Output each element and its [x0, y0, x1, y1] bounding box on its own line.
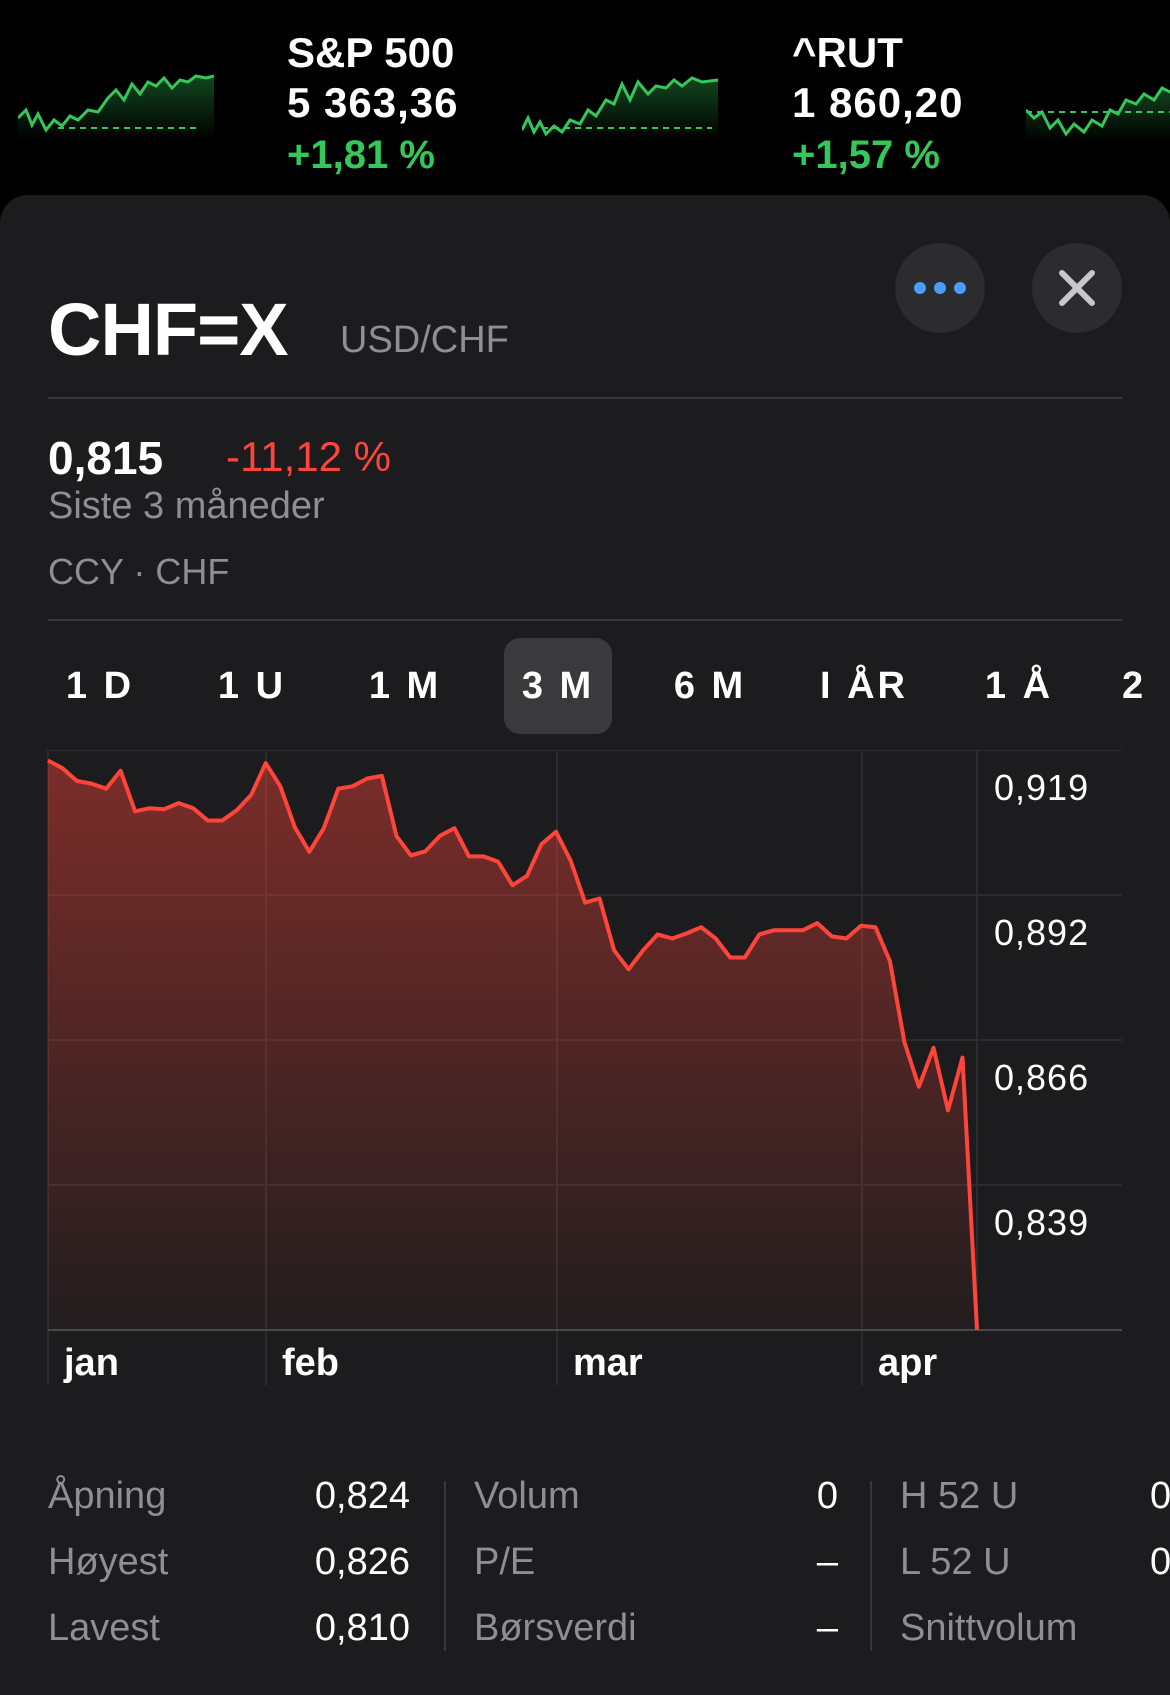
stat-label-market-cap: Børsverdi	[474, 1607, 637, 1649]
price-area-fill	[48, 760, 977, 1330]
price-line	[47, 758, 979, 1331]
stat-label-52w-high: H 52 U	[900, 1475, 1019, 1517]
stock-name-subtitle: USD/CHF	[340, 319, 509, 361]
close-button[interactable]	[1032, 243, 1122, 333]
ticker-sparkline-rut	[1026, 86, 1170, 142]
stat-label-low: Lavest	[48, 1607, 160, 1649]
stats-column-divider	[444, 1481, 446, 1651]
ticker-change: +1,81 %	[287, 133, 435, 177]
stat-value-low: 0,810	[314, 1607, 410, 1649]
period-label: Siste 3 måneder	[48, 485, 325, 527]
stat-label-open: Åpning	[48, 1475, 167, 1517]
y-axis-tick-label: 0,839	[994, 1202, 1089, 1243]
x-axis-month-label: jan	[63, 1342, 119, 1384]
stat-value-market-cap: –	[816, 1607, 838, 1649]
stat-value-pe: –	[816, 1541, 838, 1583]
ticker-sparkline-sp500	[522, 76, 719, 140]
tab-1m[interactable]: 1 M	[368, 664, 442, 707]
stat-label-volume: Volum	[474, 1475, 580, 1517]
time-range-tabs: 1 D 1 U 1 M 3 M 6 M I ÅR 1 Å 2	[0, 638, 1170, 734]
ticker-symbol: ^RUT	[792, 29, 903, 76]
ticker-sparkline-left	[18, 74, 215, 140]
stat-value-52w-high: 0	[1150, 1475, 1170, 1517]
y-axis-tick-label: 0,866	[994, 1057, 1089, 1098]
y-axis-tick-label: 0,892	[994, 912, 1089, 953]
stat-value-open: 0,824	[314, 1475, 410, 1517]
header-divider	[48, 397, 1122, 399]
stat-value-52w-low: 0	[1150, 1541, 1170, 1583]
stats-column-divider	[870, 1481, 872, 1651]
ellipsis-icon	[914, 282, 966, 294]
stat-label-high: Høyest	[48, 1541, 169, 1583]
ticker-item-sp500[interactable]: S&P 500 5 363,36 +1,81 %	[287, 28, 459, 182]
ticker-symbol: S&P 500	[287, 29, 455, 76]
stat-value-volume: 0	[816, 1475, 838, 1517]
x-axis-month-label: feb	[282, 1342, 339, 1384]
currency-label: CCY · CHF	[48, 551, 230, 592]
stat-label-52w-low: L 52 U	[900, 1541, 1011, 1583]
close-icon	[1059, 270, 1095, 306]
stat-value-high: 0,826	[314, 1541, 410, 1583]
y-axis-tick-label: 0,919	[994, 767, 1089, 808]
tab-ytd[interactable]: I ÅR	[820, 664, 908, 707]
tab-1d[interactable]: 1 D	[65, 664, 135, 707]
tab-6m[interactable]: 6 M	[673, 664, 747, 707]
key-stats: Åpning 0,824 Høyest 0,826 Lavest 0,810 V…	[0, 1475, 1170, 1695]
tab-1a[interactable]: 1 Å	[984, 664, 1054, 707]
price-chart[interactable]: 0,919 0,892 0,866 0,839 jan feb mar apr	[0, 750, 1170, 1450]
tab-2a[interactable]: 2	[1122, 664, 1147, 707]
x-axis-month-label: mar	[573, 1342, 643, 1384]
stock-detail-sheet: CHF=X USD/CHF 0,815 -11,12 % Siste 3 mån…	[0, 195, 1170, 1695]
quote-divider	[48, 619, 1122, 621]
current-price: 0,815	[48, 432, 164, 484]
ticker-item-rut[interactable]: ^RUT 1 860,20 +1,57 %	[792, 28, 964, 182]
ticker-strip[interactable]: S&P 500 5 363,36 +1,81 % ^RUT 1 860,20 +…	[0, 0, 1170, 195]
x-axis-month-label: apr	[878, 1342, 937, 1384]
ticker-value: 1 860,20	[792, 79, 964, 126]
ticker-value: 5 363,36	[287, 79, 459, 126]
tab-3m[interactable]: 3 M	[504, 638, 612, 734]
more-options-button[interactable]	[895, 243, 985, 333]
ticker-change: +1,57 %	[792, 133, 940, 177]
stat-label-avg-volume: Snittvolum	[900, 1607, 1078, 1649]
price-change-percent: -11,12 %	[226, 433, 391, 480]
tab-1u[interactable]: 1 U	[217, 664, 287, 707]
stat-label-pe: P/E	[474, 1541, 536, 1583]
stock-symbol-title: CHF=X	[48, 288, 289, 371]
